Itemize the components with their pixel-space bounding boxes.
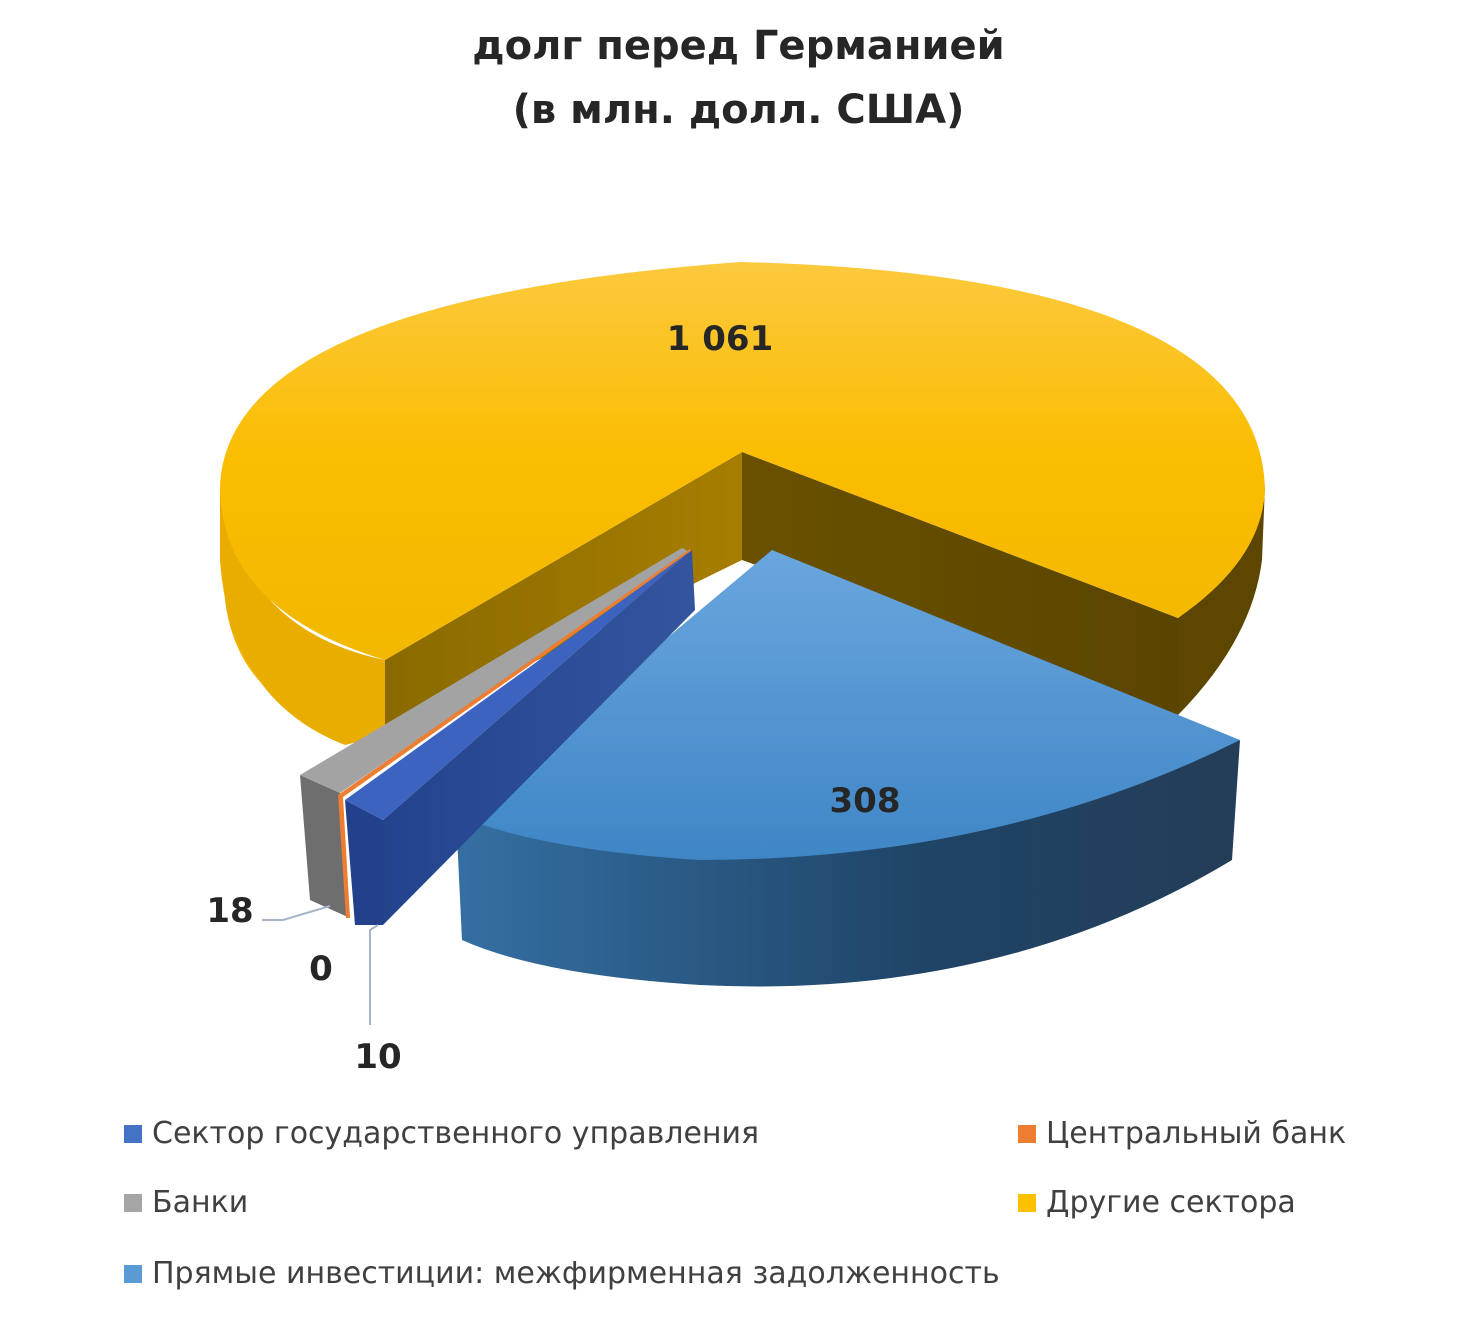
leader-line-banks <box>262 905 331 921</box>
data-labels: 1 061 308 18 0 10 <box>206 319 900 1077</box>
slice-gov-cut <box>383 550 695 925</box>
slice-banks <box>300 548 690 918</box>
leader-lines <box>262 905 379 1025</box>
slice-other-sectors-outer-wall <box>220 485 385 745</box>
chart-title-line-2: (в млн. долл. США) <box>512 87 965 133</box>
slice-other-sectors-right-wall <box>1178 485 1265 715</box>
data-label-banks: 18 <box>206 891 253 931</box>
slice-other-sectors-top <box>220 262 1265 660</box>
slice-other-sectors-cut-face-left <box>385 452 742 735</box>
slice-banks-top <box>300 548 690 793</box>
data-label-gov: 10 <box>354 1037 401 1077</box>
slice-other-sectors-cut-face-right <box>742 452 1178 715</box>
slice-gov <box>345 550 695 925</box>
data-label-central-bank: 0 <box>309 949 333 989</box>
slice-fdi <box>456 550 1240 987</box>
slice-other-sectors <box>220 262 1265 745</box>
slice-fdi-top <box>456 550 1240 860</box>
slice-gov-top <box>345 550 692 820</box>
chart-title: долг перед Германией (в млн. долл. США) <box>0 14 1477 142</box>
data-label-fdi: 308 <box>830 781 901 821</box>
slice-banks-front <box>300 775 350 918</box>
chart-title-line-1: долг перед Германией <box>472 23 1005 69</box>
leader-line-gov <box>369 924 379 1025</box>
data-label-other-sectors: 1 061 <box>667 319 773 359</box>
slice-gov-front <box>345 800 383 925</box>
